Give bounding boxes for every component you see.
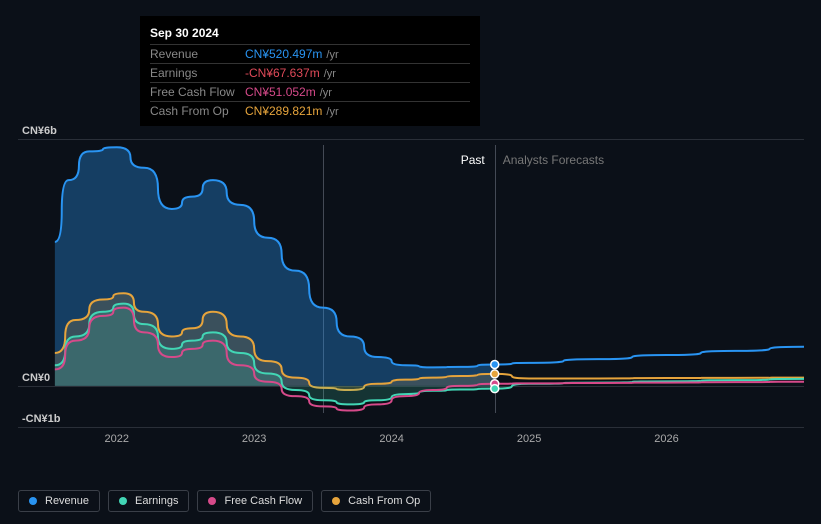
legend-item[interactable]: Free Cash Flow [197, 490, 313, 512]
hover-tooltip: Sep 30 2024 RevenueCN¥520.497m/yrEarning… [140, 16, 480, 126]
legend: Revenue Earnings Free Cash Flow Cash From O… [18, 490, 431, 512]
legend-dot-icon [119, 497, 127, 505]
legend-label: Revenue [45, 495, 89, 507]
tooltip-label: Revenue [150, 47, 245, 61]
tooltip-value: CN¥51.052m [245, 85, 316, 99]
legend-item[interactable]: Cash From Op [321, 490, 431, 512]
hover-marker [491, 370, 499, 378]
legend-item[interactable]: Earnings [108, 490, 189, 512]
tooltip-unit: /yr [326, 49, 338, 61]
tooltip-row: Cash From OpCN¥289.821m/yr [150, 101, 470, 120]
tooltip-value: CN¥289.821m [245, 104, 322, 118]
chart-svg [18, 125, 804, 445]
tooltip-unit: /yr [326, 106, 338, 118]
hover-marker [491, 385, 499, 393]
tooltip-label: Earnings [150, 66, 245, 80]
legend-item[interactable]: Revenue [18, 490, 100, 512]
legend-dot-icon [332, 497, 340, 505]
tooltip-row: Free Cash FlowCN¥51.052m/yr [150, 82, 470, 101]
financials-chart[interactable]: CN¥6bCN¥0-CN¥1bPastAnalysts Forecasts202… [18, 125, 804, 445]
hover-marker [491, 360, 499, 368]
tooltip-row: Earnings-CN¥67.637m/yr [150, 63, 470, 82]
tooltip-label: Cash From Op [150, 104, 245, 118]
tooltip-row: RevenueCN¥520.497m/yr [150, 44, 470, 63]
tooltip-unit: /yr [320, 87, 332, 99]
legend-dot-icon [208, 497, 216, 505]
tooltip-value: CN¥520.497m [245, 47, 322, 61]
tooltip-label: Free Cash Flow [150, 85, 245, 99]
legend-label: Earnings [135, 495, 178, 507]
legend-label: Free Cash Flow [224, 495, 302, 507]
legend-label: Cash From Op [348, 495, 420, 507]
legend-dot-icon [29, 497, 37, 505]
tooltip-value: -CN¥67.637m [245, 66, 320, 80]
tooltip-date: Sep 30 2024 [150, 22, 470, 44]
tooltip-unit: /yr [324, 68, 336, 80]
